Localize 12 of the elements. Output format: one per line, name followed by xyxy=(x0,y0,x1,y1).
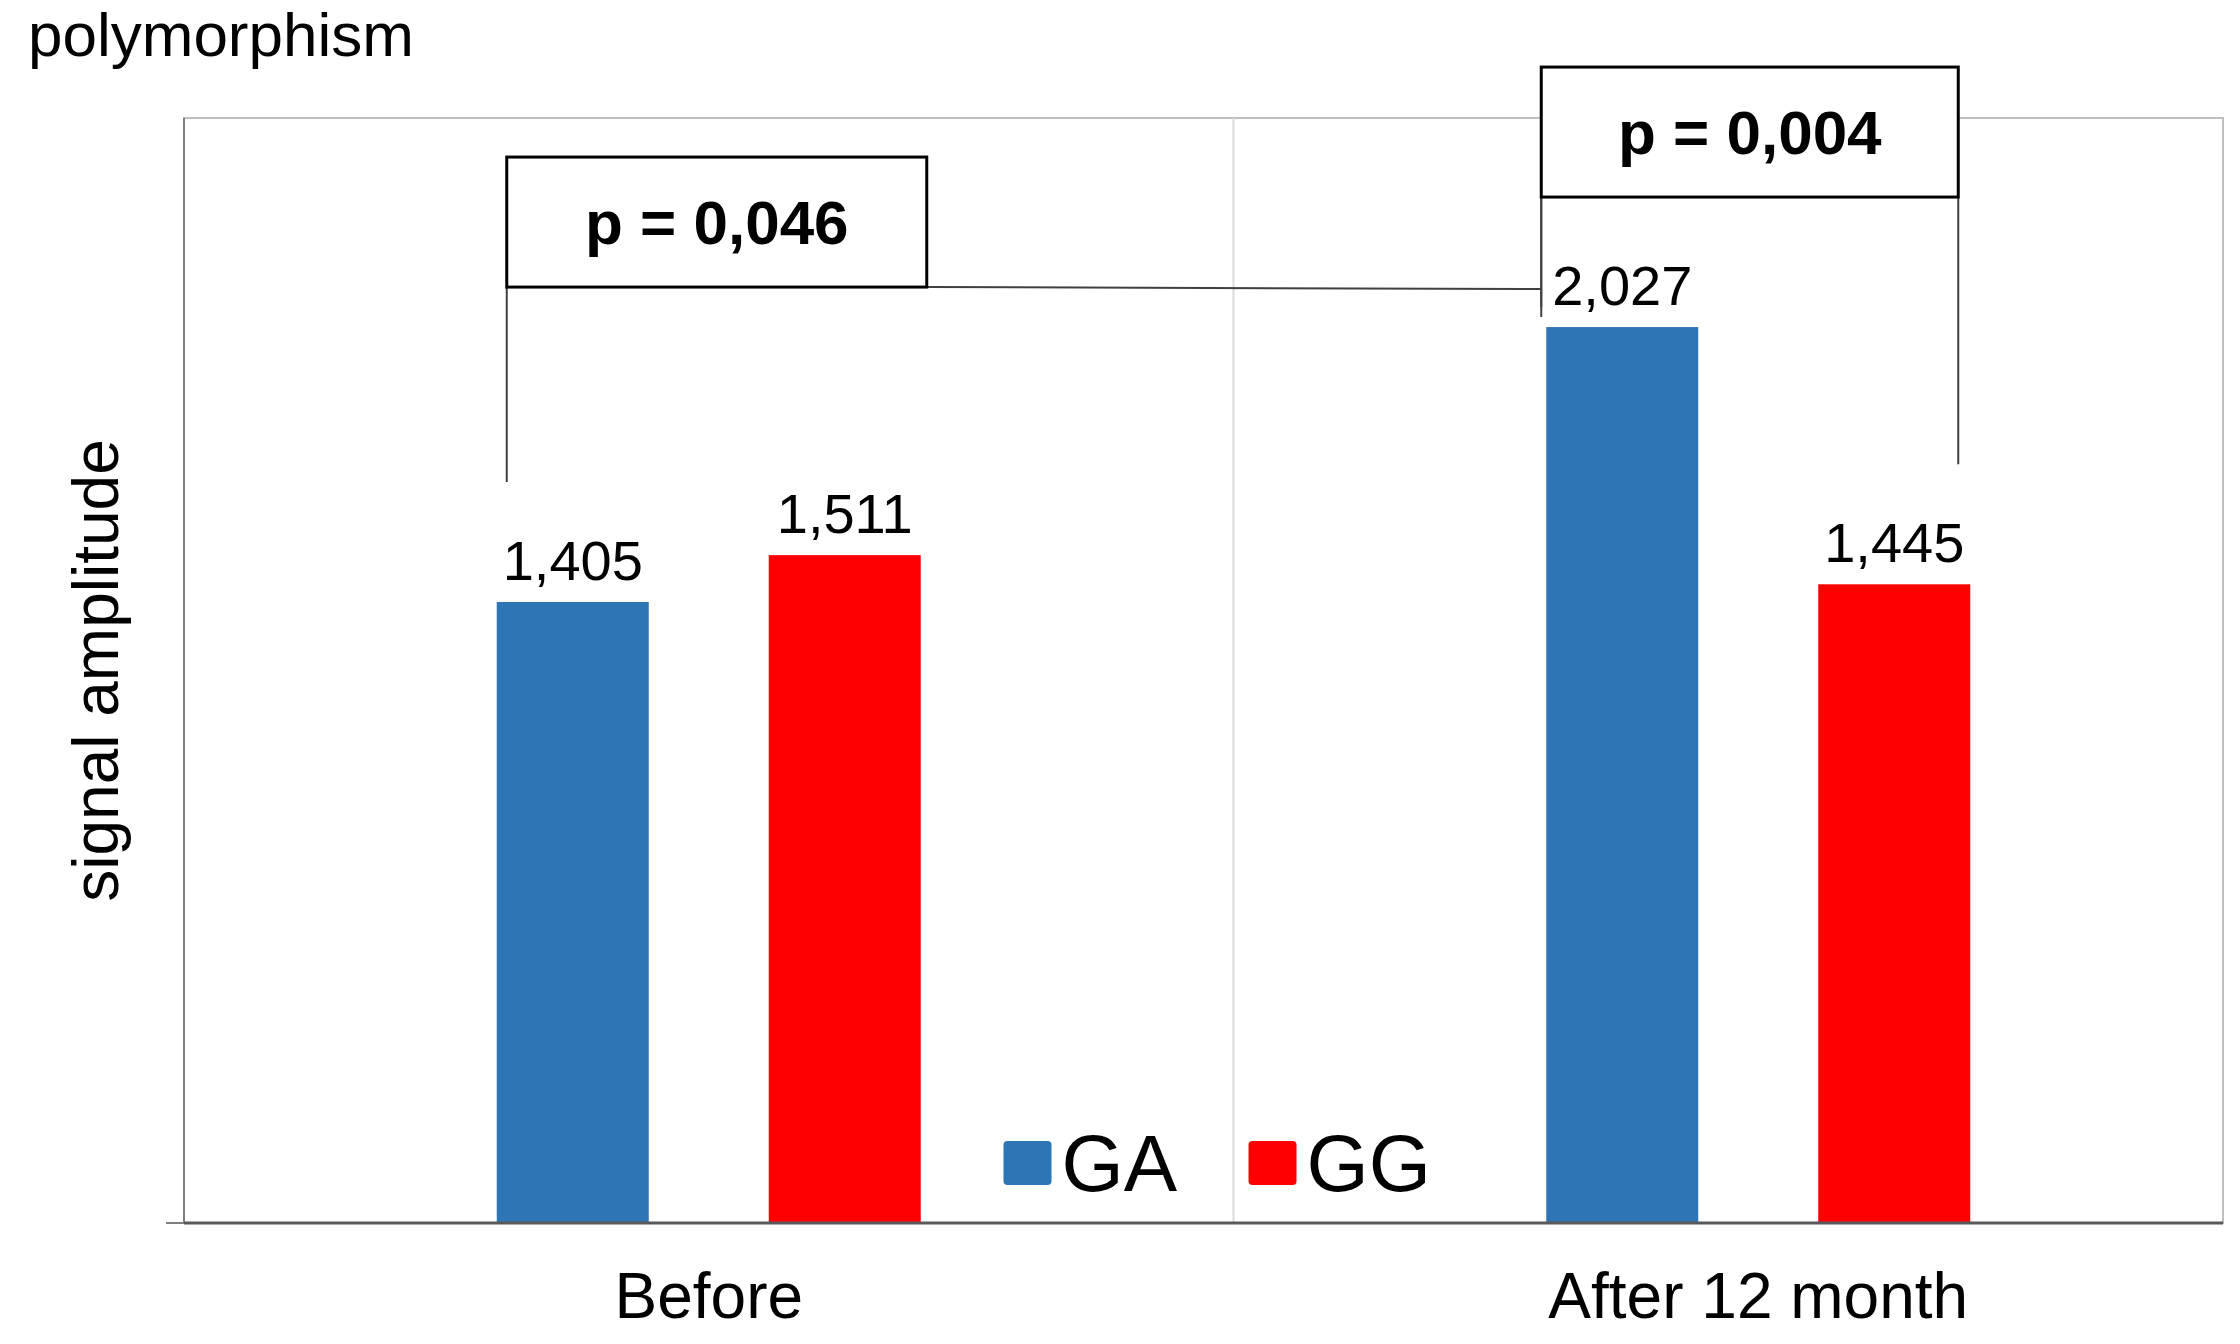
y-axis-title: signal amplitude xyxy=(60,439,132,902)
x-tick-label: After 12 month xyxy=(1548,1260,1969,1332)
annotation: p = 0,004 xyxy=(1617,97,1883,167)
legend-label: GA xyxy=(1061,1119,1178,1208)
data-label: 1,405 xyxy=(502,528,643,592)
data-label: 1,511 xyxy=(776,482,913,546)
annotation: p = 0,046 xyxy=(584,187,849,257)
x-tick-label: Before xyxy=(614,1260,804,1332)
chart-title: polymorphism xyxy=(28,0,414,69)
data-label: 1,445 xyxy=(1824,511,1965,575)
data-label: 2,027 xyxy=(1552,254,1693,318)
legend-label: GG xyxy=(1306,1119,1431,1208)
